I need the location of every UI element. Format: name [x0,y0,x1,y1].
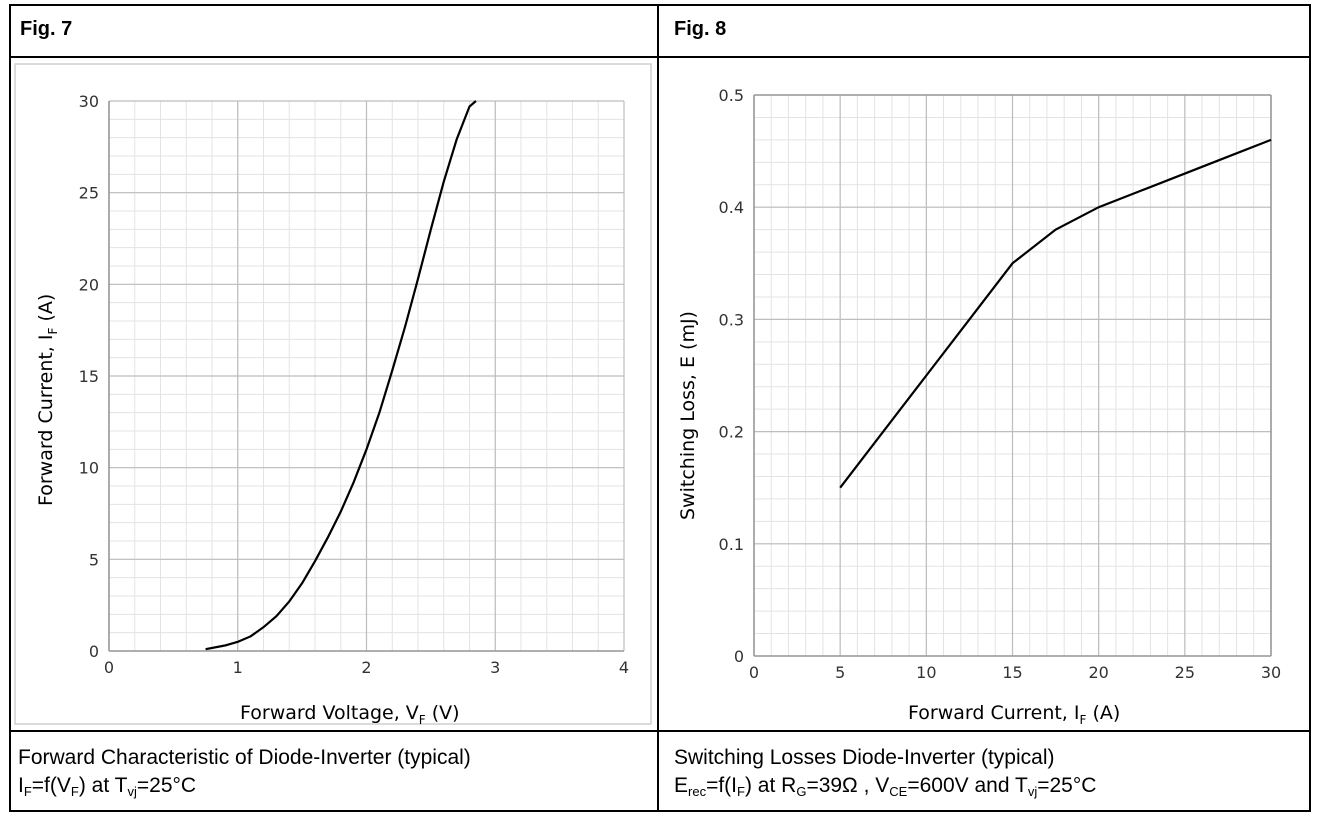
y-tick-label: 5 [89,550,99,569]
x-tick-label: 30 [1261,663,1281,682]
y-tick-label: 15 [79,367,99,386]
fig7-caption: Forward Characteristic of Diode-Inverter… [18,744,471,800]
x-tick-label: 5 [835,663,845,682]
fig7-caption-title: Forward Characteristic of Diode-Inverter… [18,746,471,769]
y-axis-label: Switching Loss, E (mJ) [677,311,699,520]
x-tick-label: 20 [1088,663,1108,682]
y-tick-label: 0.1 [719,535,744,554]
fig7-caption-formula: IF=f(VF) at Tvj=25°C [18,774,197,799]
x-tick-label: 2 [361,658,371,677]
column-divider [657,4,659,812]
caption-divider [9,730,1311,732]
fig8-chart: 0 5 10 15 20 25 30 0 0.1 0.2 0.3 0.4 0.5 Forward Cur… [677,86,1281,726]
y-axis-label: Forward Current, IF (A) [35,294,60,506]
x-tick-label: 10 [916,663,936,682]
datasheet-figure-table: Fig. 7 Fig. 8 0 1 2 3 4 0 5 10 15 20 25 30 Forward … [9,4,1311,812]
x-axis-label: Forward Voltage, VF (V) [240,702,460,726]
x-tick-label: 4 [619,658,629,677]
y-tick-label: 25 [79,184,99,203]
x-tick-label: 25 [1175,663,1195,682]
series-line [839,138,1272,489]
x-tick-label: 15 [1002,663,1022,682]
x-tick-label: 0 [749,663,759,682]
y-tick-label: 20 [79,275,99,294]
y-tick-label: 0 [89,642,99,661]
header-divider [9,56,1311,58]
x-axis-label: Forward Current, IF (A) [908,702,1120,726]
fig7-label: Fig. 7 [20,18,73,40]
chart-area-border [14,63,652,725]
y-tick-label: 0.5 [719,86,744,105]
y-tick-label: 0.3 [719,310,744,329]
x-tick-label: 0 [104,658,114,677]
fig8-label: Fig. 8 [674,18,727,40]
fig8-caption-formula: Erec=f(IF) at RG=39Ω , VCE=600V and Tvj=… [674,774,1097,799]
x-tick-label: 3 [490,658,500,677]
y-tick-label: 10 [79,459,99,478]
x-tick-label: 1 [233,658,243,677]
y-tick-label: 0.2 [719,423,744,442]
fig7-chart: 0 1 2 3 4 0 5 10 15 20 25 30 Forward Voltage, VF (V… [14,63,652,726]
y-tick-label: 0 [734,647,744,666]
y-tick-label: 30 [79,92,99,111]
fig8-caption-title: Switching Losses Diode-Inverter (typical… [674,746,1055,769]
series-line [205,100,477,651]
y-tick-label: 0.4 [719,198,744,217]
fig8-caption: Switching Losses Diode-Inverter (typical… [674,744,1096,800]
table-border [9,4,1311,812]
